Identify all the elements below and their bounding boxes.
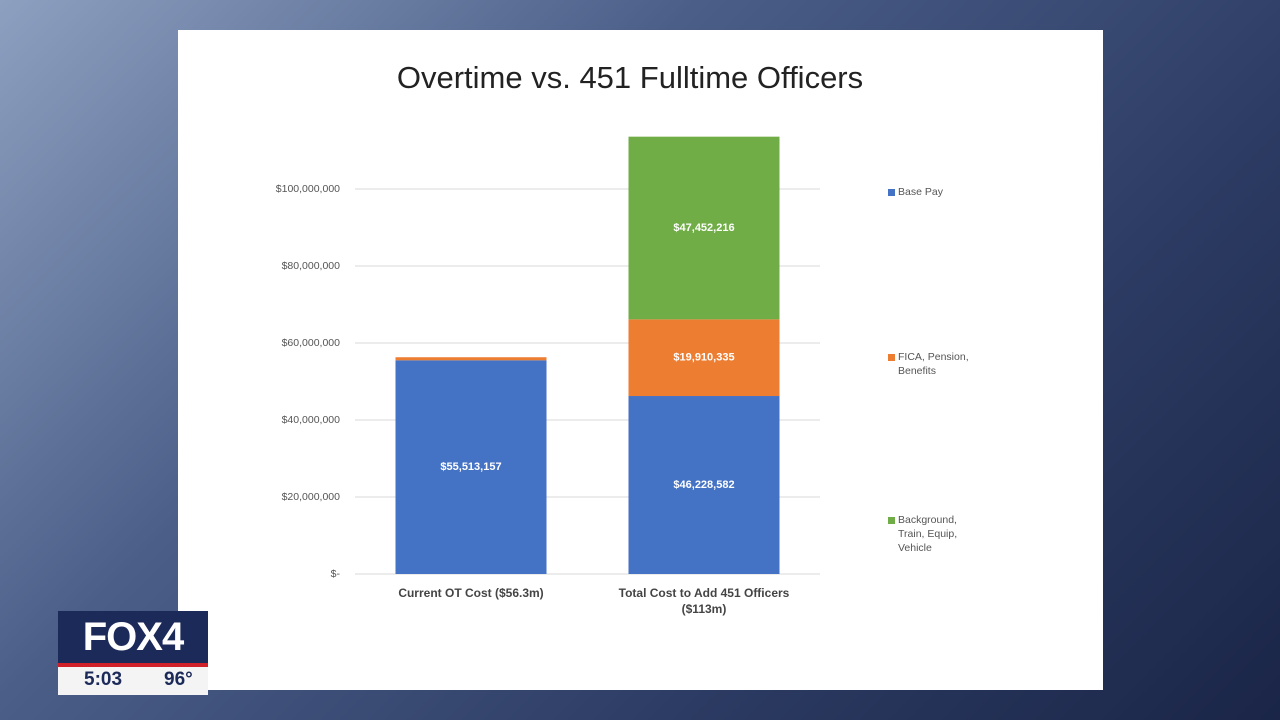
bar-segment — [628, 396, 780, 574]
x-tick-label: Total Cost to Add 451 Officers ($113m) — [618, 586, 790, 616]
y-tick-label: $- — [331, 568, 341, 580]
chart-title: Overtime vs. 451 Fulltime Officers — [397, 60, 863, 95]
y-tick-label: $100,000,000 — [276, 183, 340, 195]
legend-swatch — [888, 189, 895, 196]
y-tick-label: $40,000,000 — [282, 414, 341, 426]
data-label: $47,452,216 — [673, 222, 734, 234]
time: 5:03 — [84, 669, 123, 690]
y-tick-label: $60,000,000 — [282, 337, 341, 349]
bar-segment — [395, 360, 547, 574]
y-tick-label: $20,000,000 — [282, 491, 341, 503]
bar-segment — [628, 319, 780, 397]
legend-swatch — [888, 354, 895, 361]
y-tick-label: $80,000,000 — [282, 260, 341, 272]
legend-swatch — [888, 517, 895, 524]
bar-segment — [395, 357, 547, 361]
logo-stripe — [58, 663, 208, 667]
station-logo: FOX4 5:03 96° — [58, 611, 208, 695]
x-tick-label: Current OT Cost ($56.3m) — [398, 586, 544, 600]
info-bar — [58, 667, 208, 695]
legend-label: Background, Train, Equip, Vehicle — [898, 514, 958, 554]
data-label: $55,513,157 — [440, 461, 501, 473]
data-label: $19,910,335 — [673, 352, 734, 364]
logo-text: FOX4 — [58, 611, 208, 663]
legend-label: Base Pay — [898, 186, 943, 198]
data-label: $46,228,582 — [673, 479, 734, 491]
temperature: 96° — [164, 669, 193, 690]
bar-segment — [628, 136, 780, 320]
legend-label: FICA, Pension, Benefits — [898, 351, 969, 377]
